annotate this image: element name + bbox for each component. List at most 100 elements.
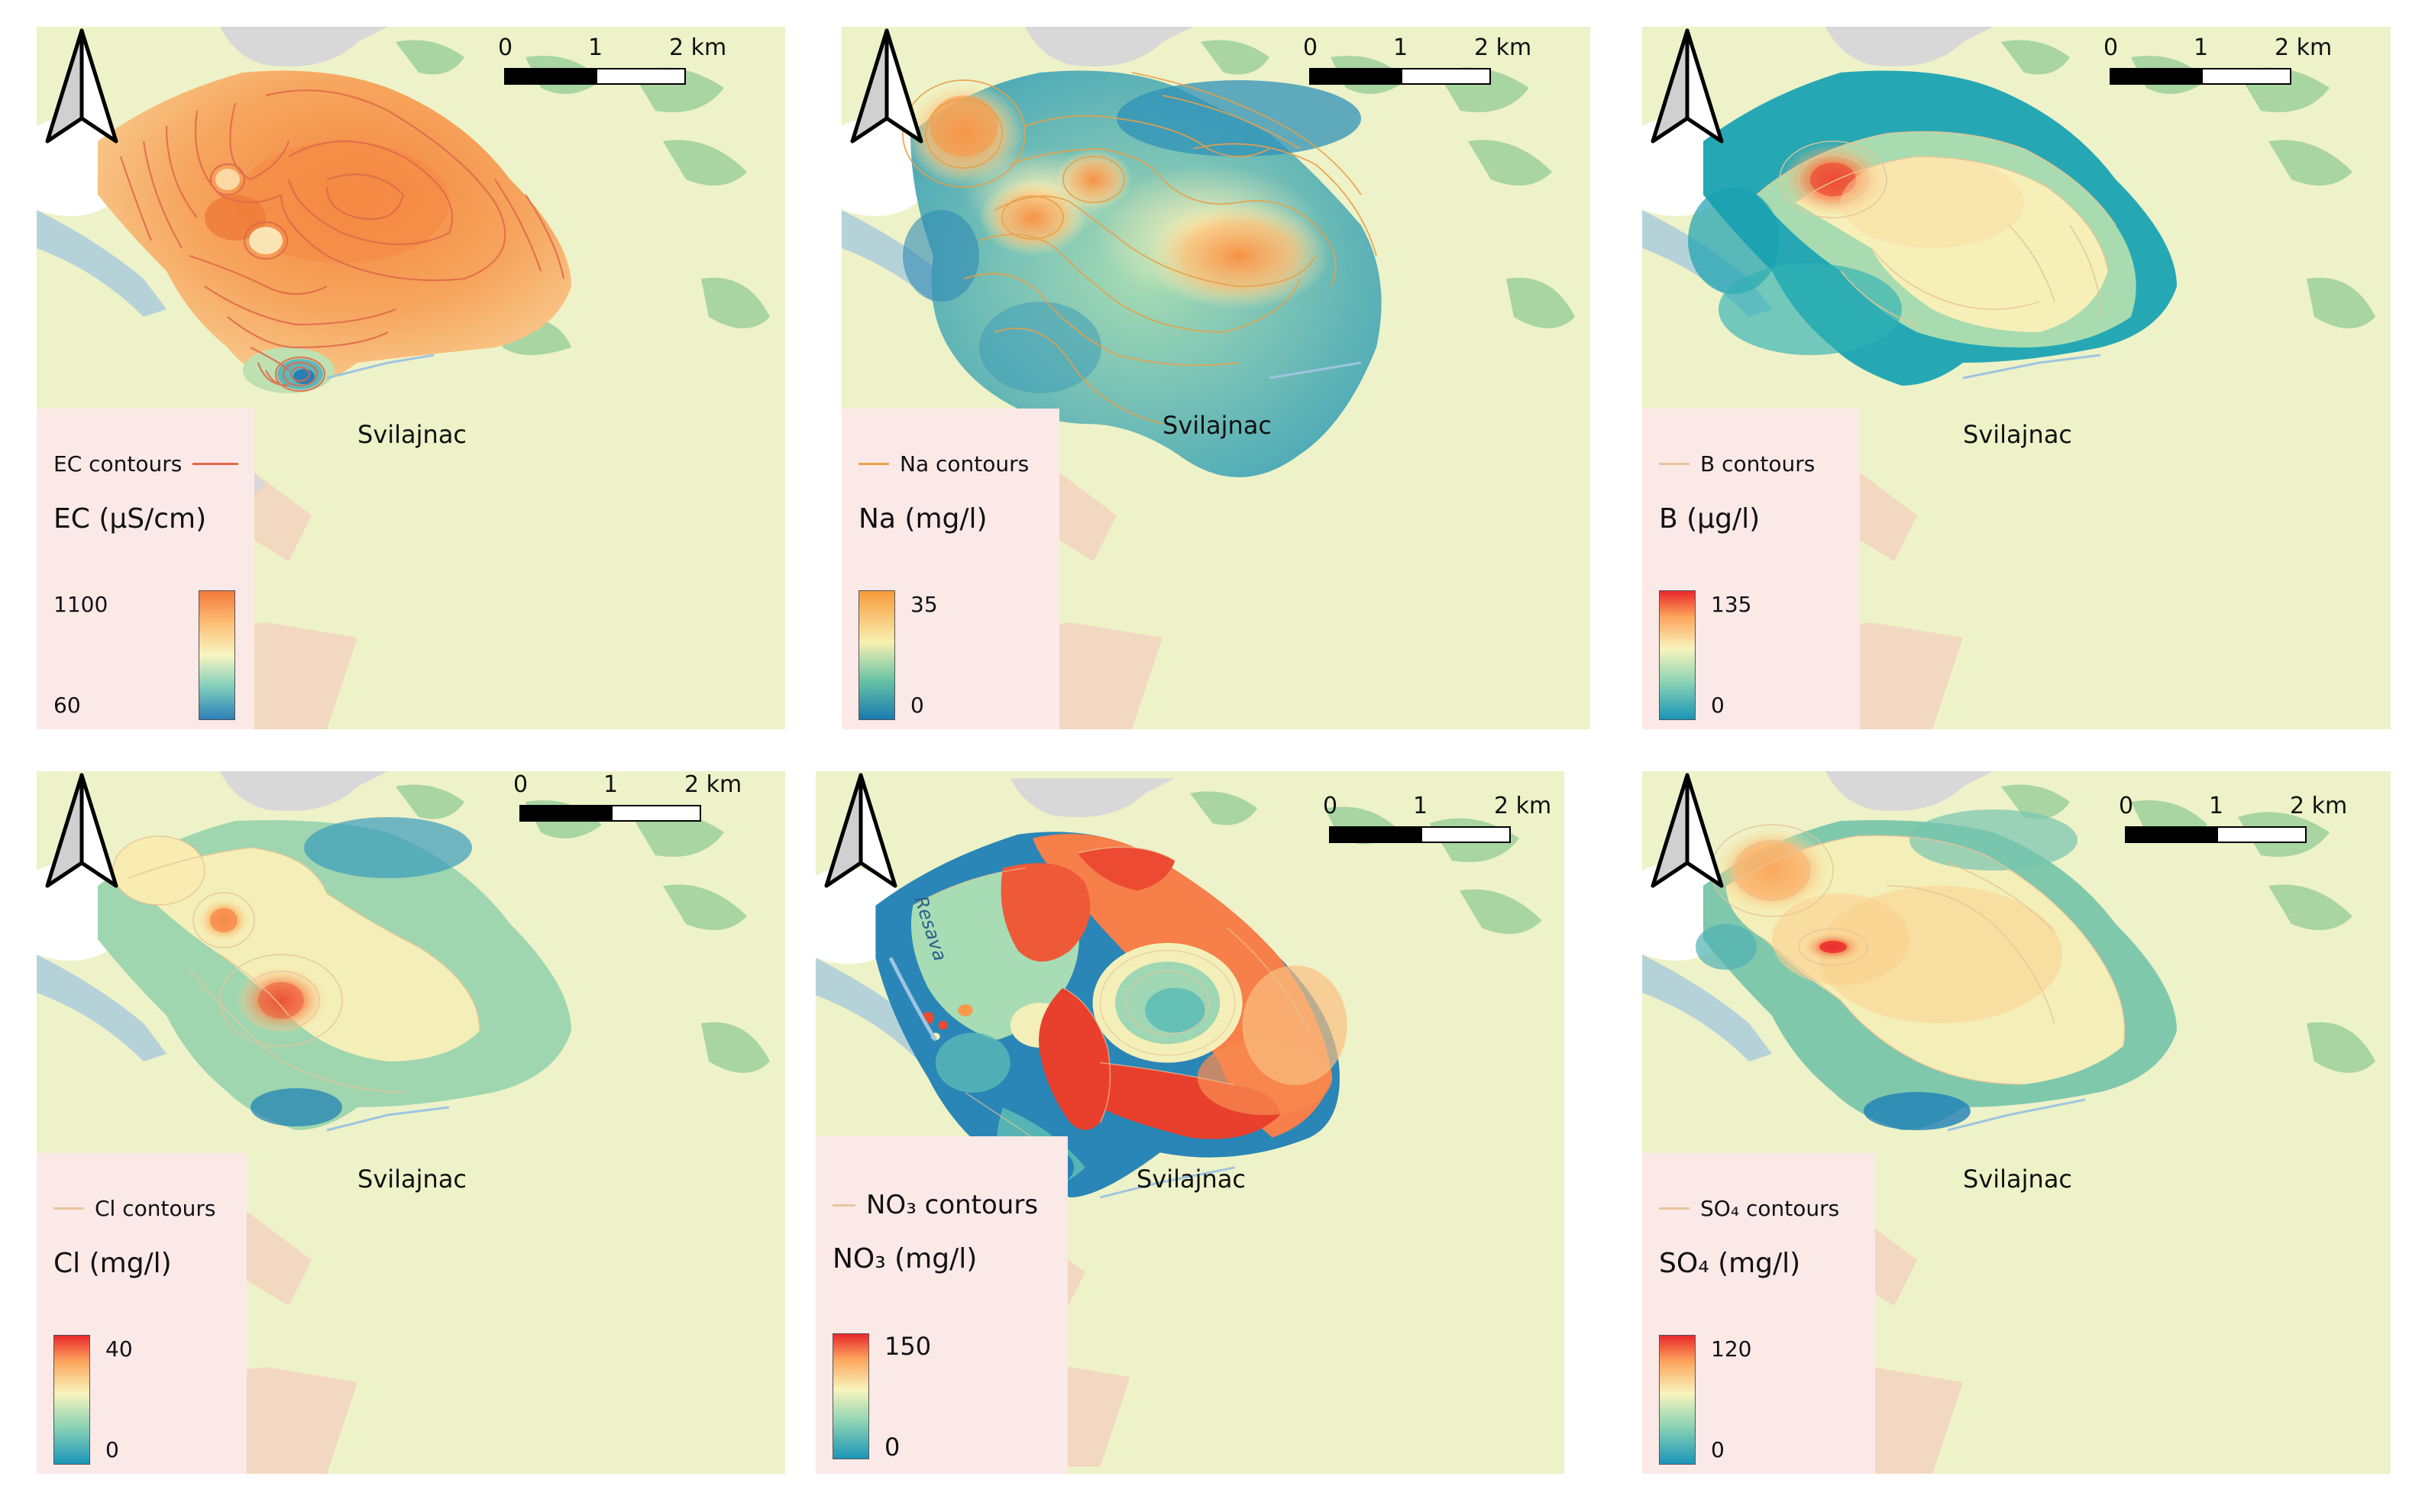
legend-color-ramp: [833, 1333, 869, 1459]
contour-line-symbol: [1659, 1207, 1690, 1210]
north-arrow-icon: [824, 773, 897, 888]
legend: B contours B (μg/l) 135 0: [1642, 409, 1860, 729]
legend-contours-label: SO₄ contours: [1700, 1196, 1840, 1221]
scale-tick-2: 2 km: [684, 771, 742, 798]
north-arrow-icon: [1651, 773, 1724, 888]
contour-line-symbol: [192, 463, 239, 465]
map-panel-cl: 0 1 2 km Svilajnac Cl contours Cl (mg/l)…: [37, 771, 785, 1474]
legend-min-label: 0: [1711, 1437, 1725, 1462]
legend-min-label: 0: [910, 693, 924, 718]
legend-contour-row: SO₄ contours: [1659, 1196, 1839, 1221]
legend-title: NO₃ (mg/l): [833, 1243, 978, 1275]
legend-contour-row: B contours: [1659, 451, 1815, 477]
basemap-no3: [816, 778, 1564, 1467]
legend-title: B (μg/l): [1659, 503, 1761, 535]
legend-color-ramp: [199, 590, 235, 720]
legend-max-label: 40: [105, 1336, 133, 1362]
legend-max-label: 150: [884, 1332, 932, 1361]
legend-contours-label: Na contours: [900, 451, 1030, 477]
scale-bar: 0 1 2 km: [513, 771, 742, 832]
contour-line-symbol: [53, 1207, 84, 1210]
legend-color-ramp: [859, 590, 895, 720]
scale-tick-2: 2 km: [1474, 34, 1532, 61]
scale-tick-0: 0: [1303, 34, 1318, 61]
north-arrow-icon: [45, 28, 118, 144]
town-label: Svilajnac: [1162, 411, 1272, 440]
legend-min-label: 0: [105, 1437, 119, 1462]
map-panel-ec: 0 1 2 km Svilajnac EC contours EC (μS/cm…: [37, 27, 785, 729]
legend-title: Na (mg/l): [859, 503, 988, 535]
scale-segment-white: [1401, 68, 1491, 85]
legend-contour-row: Cl contours: [53, 1196, 215, 1221]
basemap-cl: [37, 771, 785, 1474]
legend-min-label: 0: [884, 1433, 901, 1462]
legend-color-ramp: [1659, 590, 1696, 720]
scale-tick-1: 1: [588, 34, 603, 61]
legend-contours-label: Cl contours: [95, 1196, 216, 1221]
legend-max-label: 35: [910, 592, 938, 617]
scale-tick-2: 2 km: [1494, 793, 1552, 819]
legend-contour-row: EC contours: [53, 451, 239, 477]
contour-line-symbol: [1659, 463, 1690, 465]
legend-color-ramp: [53, 1335, 90, 1465]
map-panel-so4: 0 1 2 km Svilajnac SO₄ contours SO₄ (mg/…: [1642, 771, 2391, 1474]
scale-tick-0: 0: [498, 34, 513, 61]
legend: Cl contours Cl (mg/l) 40 0: [37, 1153, 247, 1474]
legend-contour-row: Na contours: [859, 451, 1029, 477]
scale-segment-white: [2217, 826, 2307, 843]
scale-segment-black: [504, 68, 596, 85]
north-arrow-icon: [1651, 28, 1724, 144]
town-label: Svilajnac: [1963, 420, 2073, 449]
legend-contours-label: EC contours: [53, 451, 183, 477]
legend: Na contours Na (mg/l) 35 0: [842, 409, 1059, 729]
scale-tick-0: 0: [2119, 793, 2134, 819]
scale-segment-white: [1421, 826, 1511, 843]
scale-segment-white: [596, 68, 686, 85]
legend-max-label: 1100: [53, 592, 108, 617]
scale-tick-2: 2 km: [2275, 34, 2333, 61]
scale-tick-2: 2 km: [2290, 793, 2348, 819]
scale-tick-1: 1: [1413, 793, 1428, 819]
legend-title: EC (μS/cm): [53, 503, 207, 535]
scale-tick-1: 1: [1393, 34, 1408, 61]
north-arrow-icon: [850, 28, 923, 144]
legend: SO₄ contours SO₄ (mg/l) 120 0: [1642, 1153, 1875, 1474]
scale-tick-0: 0: [513, 771, 529, 798]
scale-bar: 0 1 2 km: [498, 34, 726, 95]
legend: EC contours EC (μS/cm) 1100 60: [37, 409, 254, 729]
legend: NO₃ contours NO₃ (mg/l) 150 0: [816, 1136, 1068, 1474]
scale-segment-black: [2110, 68, 2201, 85]
town-label: Svilajnac: [1963, 1165, 2073, 1194]
town-label: Svilajnac: [1137, 1165, 1247, 1194]
map-panel-no3: 0 1 2 km Resava Svilajnac NO₃ contours N…: [816, 771, 1564, 1474]
scale-segment-white: [611, 805, 701, 822]
legend-contours-label: B contours: [1700, 451, 1816, 477]
contour-line-symbol: [859, 463, 889, 465]
scale-bar: 0 1 2 km: [2103, 34, 2332, 95]
scale-tick-0: 0: [2103, 34, 2119, 61]
map-panel-b: 0 1 2 km Svilajnac B contours B (μg/l) 1…: [1642, 27, 2391, 729]
legend-contours-label: NO₃ contours: [866, 1190, 1039, 1220]
town-label: Svilajnac: [357, 420, 467, 449]
scale-tick-1: 1: [603, 771, 619, 798]
scale-tick-1: 1: [2194, 34, 2209, 61]
scale-bar: 0 1 2 km: [2119, 793, 2347, 854]
legend-title: SO₄ (mg/l): [1659, 1248, 1801, 1279]
scale-segment-white: [2201, 68, 2291, 85]
legend-max-label: 120: [1711, 1336, 1752, 1362]
map-panel-na: 0 1 2 km Svilajnac Na contours Na (mg/l)…: [842, 27, 1590, 729]
legend-max-label: 135: [1711, 592, 1752, 617]
scale-bar: 0 1 2 km: [1303, 34, 1531, 95]
legend-color-ramp: [1659, 1335, 1696, 1465]
scale-segment-black: [2125, 826, 2217, 843]
scale-tick-0: 0: [1323, 793, 1338, 819]
scale-bar: 0 1 2 km: [1323, 793, 1551, 854]
legend-min-label: 60: [53, 693, 81, 718]
scale-tick-1: 1: [2209, 793, 2224, 819]
legend-min-label: 0: [1711, 693, 1725, 718]
legend-title: Cl (mg/l): [53, 1248, 172, 1279]
town-label: Svilajnac: [357, 1165, 467, 1194]
north-arrow-icon: [45, 773, 118, 888]
legend-contour-row: NO₃ contours: [833, 1190, 1038, 1220]
scale-segment-black: [519, 805, 611, 822]
